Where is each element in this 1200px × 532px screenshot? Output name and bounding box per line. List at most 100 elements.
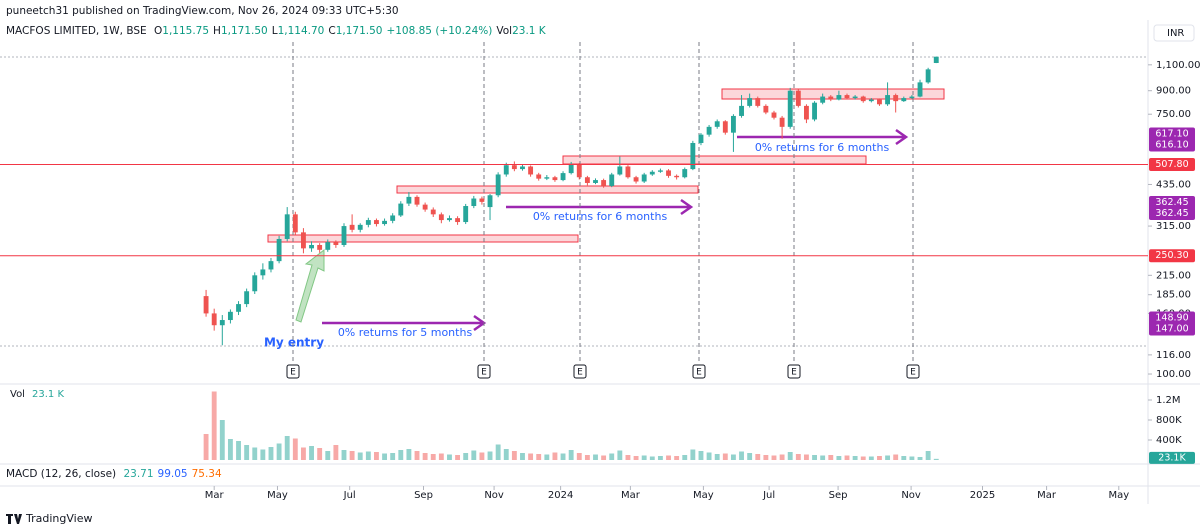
volume-bar xyxy=(292,438,298,460)
arrow xyxy=(737,128,909,146)
volume-bar xyxy=(682,455,688,460)
volume-bar xyxy=(325,451,331,460)
candle-body xyxy=(219,320,225,326)
annotations: 0% returns for 5 months 0% returns for 6… xyxy=(264,141,890,350)
y-tick-label: 315.00 xyxy=(1156,221,1191,232)
candle-body xyxy=(925,69,931,83)
volume-bar xyxy=(698,451,704,460)
volume-bar xyxy=(763,455,769,460)
candle-body xyxy=(641,174,647,182)
candle-body xyxy=(698,134,704,143)
candle-body xyxy=(730,115,736,133)
volume-bar xyxy=(747,453,753,460)
volume-bar xyxy=(609,453,615,460)
volume-bar xyxy=(885,455,891,460)
price-badge xyxy=(1149,127,1195,152)
candle-body xyxy=(804,105,809,120)
candle-body xyxy=(374,220,379,225)
candle-body xyxy=(447,218,452,221)
candle-body xyxy=(544,177,550,179)
x-tick-label: Mar xyxy=(205,490,225,501)
candle-body xyxy=(609,174,615,186)
volume-bar xyxy=(836,456,842,460)
candle-body xyxy=(325,242,331,250)
currency-box xyxy=(1153,24,1195,42)
volume-bar xyxy=(349,451,355,460)
volume-bar xyxy=(479,452,485,460)
x-tick-label: Mar xyxy=(1037,490,1057,501)
symbol-info: MACFOS LIMITED, 1W, BSE O1,115.75 H1,171.… xyxy=(6,25,550,37)
candle-body xyxy=(820,96,826,103)
candle-body xyxy=(933,56,939,63)
volume-bar xyxy=(341,450,347,460)
volume-bar xyxy=(860,456,866,460)
volume-bar xyxy=(852,456,858,460)
candle-body xyxy=(860,96,866,102)
candle-body xyxy=(593,180,598,183)
y-tick-label: 435.00 xyxy=(1156,179,1191,190)
volume-bar xyxy=(657,456,663,460)
price-badge-label: 147.00 xyxy=(1155,324,1188,335)
price-badge xyxy=(1149,249,1195,263)
arrow xyxy=(506,198,694,216)
volume-bar xyxy=(244,445,250,460)
candle-body xyxy=(520,166,525,170)
candle-body xyxy=(714,121,720,127)
candle-body xyxy=(479,198,485,202)
volume-bar xyxy=(447,454,452,460)
volume-bar xyxy=(536,454,542,460)
candle-body xyxy=(227,311,233,321)
volume-bar xyxy=(925,451,931,460)
volume-bar xyxy=(641,455,647,460)
price-badge-label: 250.30 xyxy=(1155,250,1188,261)
volume-bar xyxy=(333,445,339,460)
candle-body xyxy=(666,170,671,176)
volume-bar xyxy=(406,449,412,460)
volume-tick-label: 800K xyxy=(1156,415,1182,426)
volume-bar xyxy=(520,453,525,460)
candle-body xyxy=(414,196,420,205)
volume-bar xyxy=(674,456,680,460)
candle-body xyxy=(836,95,842,100)
volume-bar xyxy=(390,453,396,460)
entry-arrow xyxy=(295,248,325,323)
candle-body xyxy=(909,96,915,99)
candle-body xyxy=(422,204,428,210)
candle-body xyxy=(852,96,858,99)
volume-bar xyxy=(617,450,623,460)
candle-body xyxy=(333,242,339,245)
volume-tick-label: 1.2M xyxy=(1156,395,1181,406)
candle-body xyxy=(722,121,728,133)
y-tick-label: 116.00 xyxy=(1156,350,1191,361)
candle-body xyxy=(276,238,282,262)
volume-bar xyxy=(560,453,566,460)
volume-bar xyxy=(227,439,233,460)
volume-bar xyxy=(398,450,404,460)
brand: TradingView xyxy=(25,512,92,525)
candle-body xyxy=(633,177,639,182)
annotation: 0% returns for 6 months xyxy=(533,210,668,223)
candle-body xyxy=(601,180,607,186)
info-value: 1,115.75 xyxy=(162,25,210,37)
price-badge-label: 507.80 xyxy=(1155,159,1188,170)
x-tick-label: Sep xyxy=(829,490,848,501)
volume-bar xyxy=(877,456,882,460)
volume-bar xyxy=(511,451,517,460)
macd-value: 23.71 xyxy=(123,468,154,480)
volume-bar xyxy=(422,453,428,460)
volume-bar xyxy=(795,454,801,460)
x-tick-label: Nov xyxy=(901,490,921,501)
info-vol-label: Vol xyxy=(496,25,513,37)
event-marker: E xyxy=(577,368,583,378)
y-tick-label: 900.00 xyxy=(1156,86,1191,97)
x-tick-label: Jul xyxy=(343,490,356,501)
candle-body xyxy=(430,209,436,215)
zone xyxy=(562,155,867,165)
volume-bar xyxy=(252,447,258,460)
candle-body xyxy=(536,174,542,179)
candle-body xyxy=(552,177,558,181)
candle-body xyxy=(739,105,744,116)
volume-bar xyxy=(804,454,809,460)
volume-bar xyxy=(714,454,720,460)
candle-body xyxy=(317,244,323,250)
